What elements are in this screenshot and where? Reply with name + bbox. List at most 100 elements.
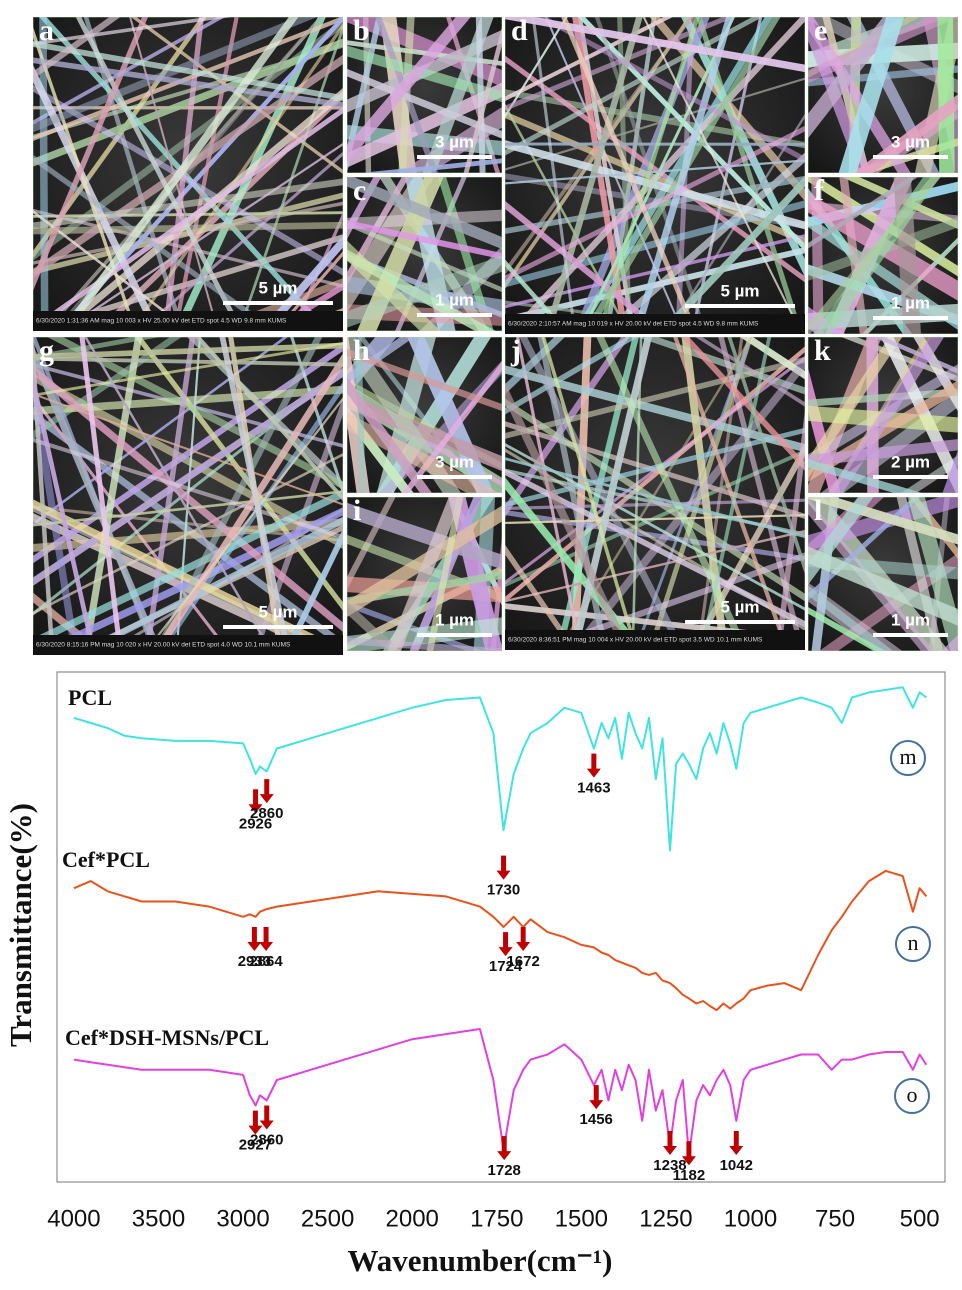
scale-label: 3 µm (891, 132, 930, 151)
x-tick-label: 1000 (724, 1205, 777, 1232)
plot-frame (57, 672, 945, 1182)
arrow-head (497, 871, 511, 880)
peak-label: 1728 (488, 1162, 521, 1179)
peak-arrow (247, 927, 261, 951)
scale-label: 3 µm (435, 132, 474, 151)
arrow-shaft (252, 927, 257, 943)
x-tick-label: 2000 (386, 1205, 439, 1232)
peak-label: 1730 (487, 882, 520, 899)
panel-letter: e (814, 14, 827, 47)
peak-arrow (260, 779, 274, 803)
scale-label: 5 µm (258, 602, 297, 621)
x-tick-label: 1500 (555, 1205, 608, 1232)
y-axis-title: Transmittance(%) (3, 803, 38, 1047)
panel-letter: i (353, 494, 361, 527)
panel-letter: j (510, 334, 521, 367)
scale-bar (417, 313, 492, 317)
arrow-shaft (253, 1111, 258, 1127)
arrow-head (497, 1151, 511, 1160)
series-tag: o (907, 1082, 918, 1107)
arrow-head (247, 942, 261, 951)
peak-arrow (497, 856, 511, 880)
info-text: 6/30/2020 8:15:16 PM mag 10 020 x HV 20.… (36, 642, 291, 649)
arrow-head (663, 1146, 677, 1155)
scale-label: 1 µm (435, 610, 474, 629)
arrow-head (516, 942, 530, 951)
scale-label: 1 µm (891, 610, 930, 629)
arrow-head (587, 769, 601, 778)
scale-label: 5 µm (720, 597, 759, 616)
x-tick-label: 1250 (639, 1205, 692, 1232)
series-tag: n (908, 930, 919, 955)
arrow-shaft (503, 932, 508, 948)
scale-bar (223, 301, 333, 305)
scale-bar (873, 475, 948, 479)
peak-arrow (589, 1085, 603, 1109)
scale-bar (417, 475, 492, 479)
panel-letter: a (39, 14, 54, 47)
series-label: Cef*DSH-MSNs/PCL (65, 1025, 269, 1050)
peak-arrow (729, 1131, 743, 1155)
peak-arrow (587, 754, 601, 778)
scale-bar (873, 316, 948, 320)
peak-arrow (663, 1131, 677, 1155)
info-text: 6/30/2020 2:10:57 AM mag 10 019 x HV 20.… (508, 321, 759, 328)
scale-bar (873, 633, 948, 637)
peak-label: 1672 (506, 953, 539, 970)
peak-arrow (259, 927, 273, 951)
x-tick-label: 3000 (216, 1205, 269, 1232)
x-tick-label: 4000 (47, 1205, 100, 1232)
series-label: PCL (68, 685, 112, 710)
arrow-shaft (734, 1131, 739, 1147)
scale-bar (685, 620, 795, 624)
panel-letter: k (814, 334, 831, 367)
scale-bar (685, 304, 795, 308)
series-label: Cef*PCL (62, 847, 150, 872)
peak-label: 1463 (577, 780, 610, 797)
scale-label: 1 µm (435, 290, 474, 309)
x-tick-label: 500 (900, 1205, 940, 1232)
panel-letter: c (353, 174, 366, 207)
peak-label: 1182 (673, 1167, 706, 1184)
info-text: 6/30/2020 8:36:51 PM mag 10 004 x HV 20.… (508, 637, 763, 644)
arrow-head (260, 1121, 274, 1130)
panel-letter: d (511, 14, 528, 47)
scale-bar (223, 625, 333, 629)
arrow-shaft (591, 754, 596, 770)
arrow-head (259, 942, 273, 951)
arrow-shaft (594, 1085, 599, 1101)
peak-label: 2864 (249, 953, 283, 970)
x-axis-title: Wavenumber(cm⁻¹) (348, 1243, 613, 1278)
panel-letter: l (814, 494, 822, 527)
x-tick-label: 2500 (301, 1205, 354, 1232)
peak-label: 2860 (250, 1131, 283, 1148)
scale-label: 5 µm (720, 281, 759, 300)
scale-label: 1 µm (891, 293, 930, 312)
series-tag: m (899, 744, 916, 769)
arrow-shaft (501, 856, 506, 872)
peak-label: 2860 (250, 805, 283, 822)
arrow-head (589, 1100, 603, 1109)
arrow-shaft (667, 1131, 672, 1147)
arrow-shaft (264, 927, 269, 943)
scale-label: 2 µm (891, 452, 930, 471)
scale-bar (873, 155, 948, 159)
x-tick-label: 750 (815, 1205, 855, 1232)
scale-bar (417, 633, 492, 637)
x-tick-label: 1750 (470, 1205, 523, 1232)
panel-letter: g (39, 334, 54, 367)
panel-letter: b (353, 14, 370, 47)
arrow-shaft (264, 779, 269, 795)
x-tick-label: 3500 (132, 1205, 185, 1232)
arrow-shaft (253, 789, 258, 805)
info-text: 6/30/2020 1:31:36 AM mag 10 003 x HV 25.… (36, 318, 287, 325)
arrow-shaft (686, 1141, 691, 1157)
arrow-shaft (264, 1106, 269, 1122)
arrow-head (729, 1146, 743, 1155)
scale-label: 3 µm (435, 452, 474, 471)
peak-label: 1042 (720, 1157, 753, 1174)
arrow-shaft (521, 927, 526, 943)
peak-arrow (516, 927, 530, 951)
peak-arrow (497, 1136, 511, 1160)
